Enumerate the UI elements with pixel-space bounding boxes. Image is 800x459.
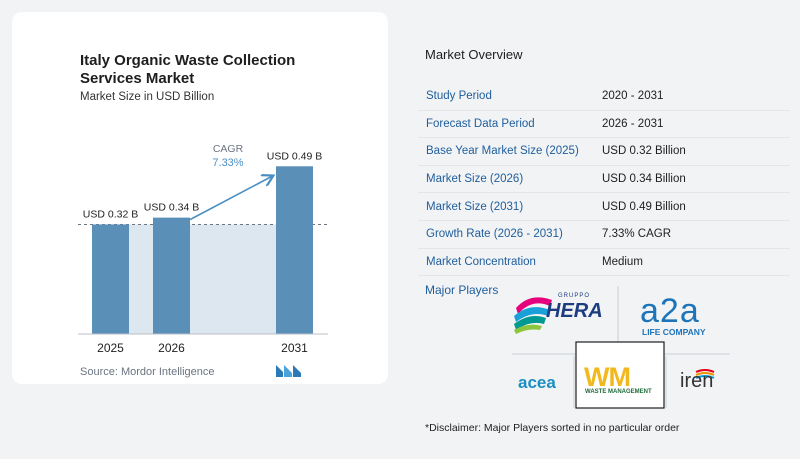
metric-row: Base Year Market Size (2025) USD 0.32 Bi… (418, 138, 790, 166)
metric-row: Growth Rate (2026 - 2031) 7.33% CAGR (418, 221, 790, 249)
acea-logo: acea (518, 373, 556, 392)
major-players-label: Major Players (425, 283, 499, 297)
overview-title: Market Overview (425, 47, 523, 62)
x-tick-label-2026: 2026 (158, 341, 185, 355)
metrics-table: Study Period 2020 - 2031 Forecast Data P… (418, 83, 790, 277)
data-label-2026: USD 0.34 B (144, 202, 199, 214)
metric-value: USD 0.49 Billion (602, 200, 686, 213)
metric-value: Medium (602, 255, 643, 268)
metric-row: Market Concentration Medium (418, 249, 790, 277)
metric-row: Market Size (2031) USD 0.49 Billion (418, 193, 790, 221)
metric-label: Market Size (2026) (426, 173, 524, 186)
metric-value: 2026 - 2031 (602, 117, 664, 130)
disclaimer: *Disclaimer: Major Players sorted in no … (425, 422, 680, 434)
metric-label: Market Size (2031) (426, 200, 524, 213)
metric-value: 7.33% CAGR (602, 228, 672, 241)
chart-subtitle: Market Size in USD Billion (80, 91, 215, 103)
a2a-logo: a2a (640, 292, 700, 330)
bar-2031 (276, 166, 313, 334)
base-level-shade (129, 224, 276, 334)
data-label-2031: USD 0.49 B (267, 150, 322, 162)
metric-value: USD 0.34 Billion (602, 173, 686, 186)
waste-management-logo-tagline: WASTE MANAGEMENT (585, 389, 652, 395)
a2a-logo-tagline: LIFE COMPANY (642, 327, 706, 337)
metric-label: Growth Rate (2026 - 2031) (426, 228, 563, 241)
bar-2025 (92, 224, 129, 334)
players-logo-grid (512, 286, 730, 409)
data-label-2025: USD 0.32 B (83, 208, 138, 220)
cagr-label: CAGR (213, 143, 244, 155)
metric-value: USD 0.32 Billion (602, 145, 686, 158)
metric-row: Study Period 2020 - 2031 (418, 83, 790, 111)
metric-row: Forecast Data Period 2026 - 2031 (418, 111, 790, 139)
cagr-value: 7.33% (212, 157, 243, 169)
metric-label: Market Concentration (426, 255, 536, 268)
metric-label: Base Year Market Size (2025) (426, 145, 579, 158)
bar-chart: USD 0.32 B 2025 USD 0.34 B 2026 USD 0.49 B 20… (78, 143, 328, 355)
metric-label: Forecast Data Period (426, 117, 535, 130)
mordor-logo-icon (276, 365, 301, 377)
hera-logo-group-text: GRUPPO (558, 293, 591, 299)
metric-label: Study Period (426, 90, 492, 103)
source-note: Source: Mordor Intelligence (80, 366, 215, 378)
hera-logo: HERA (546, 300, 603, 322)
metric-row: Market Size (2026) USD 0.34 Billion (418, 166, 790, 194)
iren-logo: iren (680, 370, 714, 392)
cagr-arrow (189, 176, 272, 221)
x-tick-label-2025: 2025 (97, 341, 124, 355)
metric-value: 2020 - 2031 (602, 90, 664, 103)
x-tick-label-2031: 2031 (281, 341, 308, 355)
chart-title: Italy Organic Waste Collection Services … (80, 52, 296, 87)
waste-management-logo: WM (584, 362, 631, 392)
bar-2026 (153, 217, 190, 334)
